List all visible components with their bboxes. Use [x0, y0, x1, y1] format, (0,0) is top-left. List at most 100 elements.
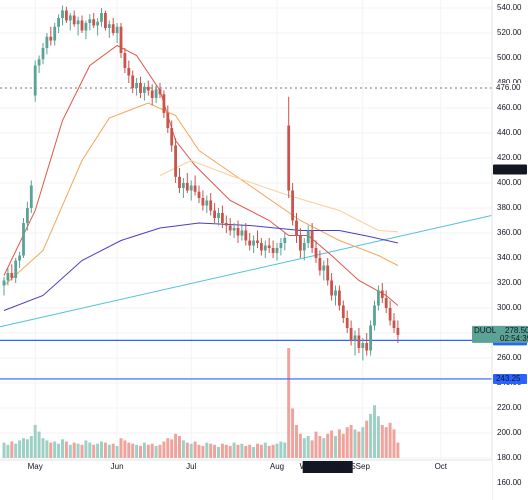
- candle-body: [139, 83, 142, 93]
- candle-body: [115, 26, 119, 33]
- x-tick-label: Sep: [356, 462, 371, 471]
- volume-bar: [287, 348, 291, 458]
- candle-body: [248, 240, 252, 246]
- symbol-label: DUOL: [474, 326, 497, 335]
- volume-bar: [100, 441, 103, 458]
- y-tick-label: 480.00: [497, 78, 522, 87]
- candle-body: [341, 305, 345, 318]
- candle-body: [166, 113, 170, 128]
- candle-body: [193, 185, 197, 192]
- volume-bar: [197, 444, 201, 458]
- candle-body: [174, 145, 177, 177]
- volume-bar: [384, 427, 388, 458]
- candle-body: [396, 328, 400, 335]
- candle-body: [80, 20, 84, 31]
- crosshair-badge: [493, 83, 527, 93]
- price-badge: [493, 164, 527, 175]
- volume-bar: [162, 441, 166, 458]
- candle-body: [314, 248, 318, 258]
- volume-bar: [220, 443, 224, 458]
- volume-bar: [341, 433, 345, 458]
- y-tick-label: 320.00: [497, 278, 522, 287]
- price-badge-label: 243.25: [496, 374, 521, 383]
- volume-bar: [29, 436, 33, 458]
- candle-body: [22, 223, 25, 256]
- moving-average: [3, 222, 399, 311]
- price-axis: [492, 0, 528, 500]
- candle-body: [2, 280, 6, 286]
- candle-body: [41, 48, 45, 60]
- volume-bar: [248, 444, 252, 458]
- candle-body: [256, 240, 259, 243]
- volume-bar: [322, 438, 326, 458]
- candle-body: [318, 258, 322, 271]
- volume-bar: [37, 431, 41, 458]
- volume-bar: [146, 444, 150, 458]
- candle-body: [295, 220, 298, 236]
- candle-body: [18, 255, 21, 261]
- y-tick-label: 420.00: [497, 153, 522, 162]
- candle-body: [182, 183, 185, 188]
- last-price-label: 278.50: [505, 326, 528, 335]
- y-tick-label: 400.00: [497, 178, 522, 187]
- candle-body: [68, 15, 72, 21]
- candle-body: [84, 23, 88, 31]
- y-tick-label: 300.00: [497, 303, 522, 312]
- candle-body: [275, 248, 279, 253]
- volume-bar: [345, 427, 349, 458]
- volume-bar: [263, 442, 267, 458]
- candle-body: [283, 238, 287, 243]
- y-tick-label: 360.00: [497, 228, 522, 237]
- volume-bar: [396, 442, 400, 458]
- x-tick-label: Jul: [186, 462, 196, 471]
- volume-bar: [283, 442, 287, 458]
- candle-body: [357, 335, 361, 348]
- candle-body: [330, 280, 333, 296]
- price-badge: [493, 373, 527, 384]
- candle-body: [119, 26, 123, 53]
- volume-bar: [209, 443, 213, 458]
- candle-body: [244, 230, 248, 241]
- candle-body: [365, 343, 369, 351]
- candle-body: [263, 245, 267, 251]
- candle-body: [143, 86, 146, 93]
- candle-body: [92, 19, 96, 26]
- candle-body: [369, 325, 372, 351]
- price-badge-label: 410.82: [496, 165, 521, 174]
- x-tick-label: Oct: [435, 462, 448, 471]
- volume-bar: [236, 444, 240, 458]
- volume-bar: [353, 429, 357, 458]
- candle-body: [326, 265, 330, 281]
- candle-body: [127, 68, 131, 76]
- volume-bar: [49, 442, 53, 458]
- volume-bar: [33, 425, 37, 458]
- candle-body: [170, 128, 174, 146]
- volume-bar: [135, 444, 139, 458]
- candle-body: [49, 36, 53, 41]
- candle-body: [224, 223, 228, 226]
- volume-bar: [174, 433, 178, 458]
- candle-body: [377, 290, 380, 306]
- y-tick-label: 180.00: [497, 453, 522, 462]
- volume-bar: [76, 443, 80, 458]
- candle-body: [150, 90, 154, 98]
- candle-body: [14, 260, 18, 278]
- volume-bar: [205, 442, 209, 458]
- candle-body: [232, 228, 236, 231]
- candle-body: [37, 59, 41, 66]
- candle-body: [221, 213, 224, 223]
- volume-bar: [139, 445, 142, 458]
- candle-body: [189, 185, 193, 191]
- volume-bar: [10, 441, 14, 458]
- volume-bar: [68, 444, 72, 458]
- volume-bar: [224, 444, 228, 458]
- volume-bar: [302, 438, 306, 458]
- volume-bar: [96, 443, 100, 458]
- candle-body: [26, 208, 29, 223]
- y-tick-label: 540.00: [497, 3, 522, 12]
- volume-bar: [92, 444, 96, 458]
- x-tick-label: Aug: [270, 462, 284, 471]
- volume-bar: [334, 436, 337, 458]
- candle-body: [349, 328, 353, 341]
- last-price-badge: [472, 325, 528, 343]
